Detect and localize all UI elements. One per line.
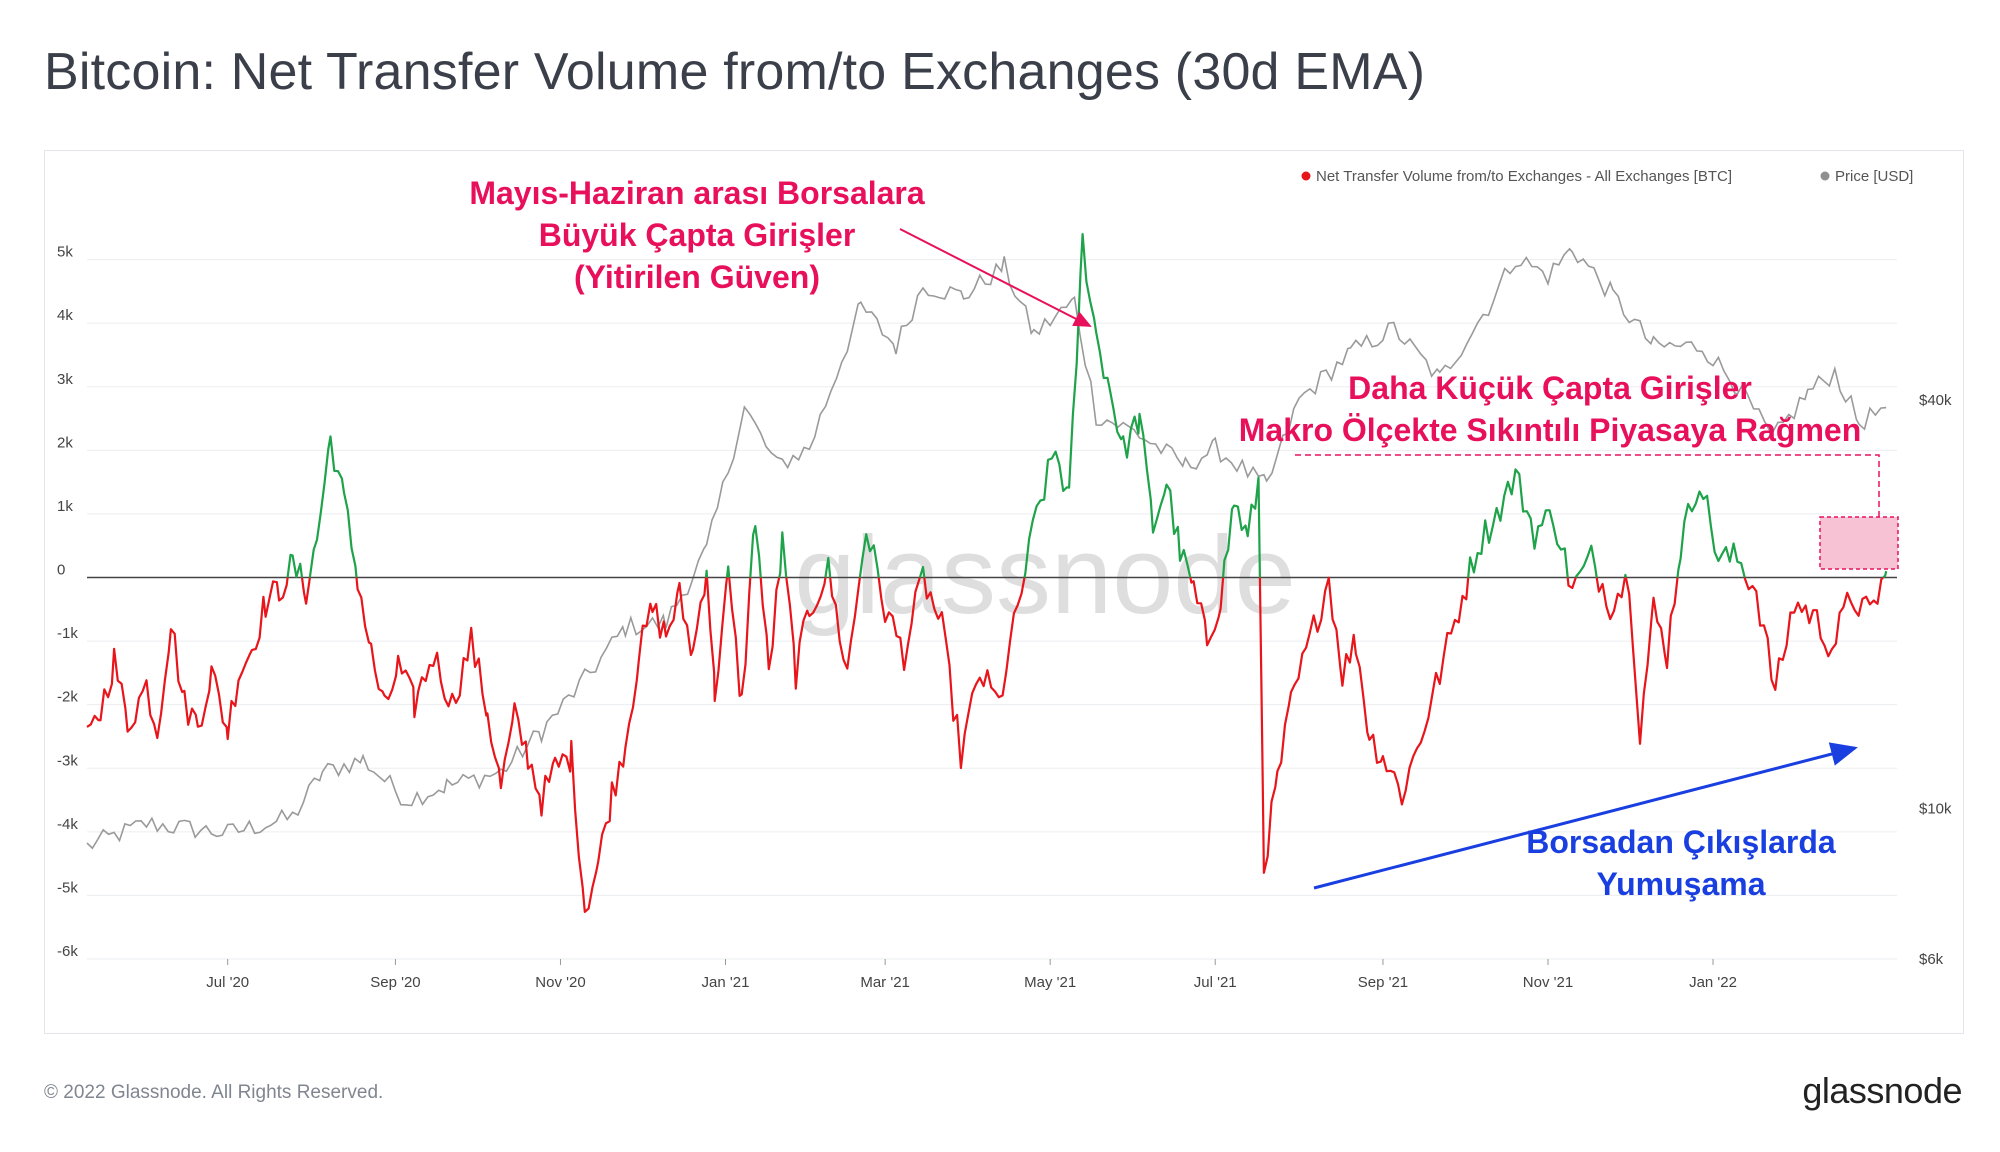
- y-left-tick-8: 2k: [57, 434, 73, 451]
- flow-segment-negative-8: [728, 577, 752, 697]
- x-tick-4: Mar '21: [860, 974, 910, 991]
- flow-segment-positive-31: [1882, 570, 1888, 579]
- annotation-outflow-easing-line-2: Yumuşama: [1597, 866, 1766, 902]
- annotation-shapes: [899, 228, 1899, 890]
- axis-layer: -6k -5k -4k -3k -2k -1k 0 1k 2k 3k 4k 5k $6k $10k $40k…: [57, 244, 1952, 991]
- flow-segment-positive-13: [824, 556, 832, 578]
- x-tick-1: Sep '20: [370, 974, 420, 991]
- y-left-tick-10: 4k: [57, 307, 73, 324]
- legend-grey-dot: [1820, 171, 1830, 181]
- annotation-may-june-line-2: Büyük Çapta Girişler: [539, 217, 856, 253]
- x-tick-6: Jul '21: [1194, 974, 1237, 991]
- x-tick-9: Jan '22: [1689, 974, 1737, 991]
- flow-segment-negative-20: [1189, 577, 1225, 647]
- flow-segment-positive-25: [1574, 544, 1598, 578]
- legend-net-transfer-label: Net Transfer Volume from/to Exchanges - …: [1316, 168, 1732, 185]
- annotation-arrow-pink: [899, 228, 1092, 327]
- flow-segment-positive-9: [749, 525, 762, 578]
- annotation-arrow-blue: [1313, 742, 1858, 890]
- price-layer: [86, 247, 1887, 850]
- flow-segment-positive-29: [1676, 490, 1746, 578]
- annotation-outflow-easing-line-1: Borsadan Çıkışlarda: [1526, 824, 1836, 860]
- flow-segment-negative-18: [923, 577, 1026, 770]
- flow-segment-negative-14: [829, 577, 861, 670]
- x-tick-7: Sep '21: [1358, 974, 1408, 991]
- flow-segment-negative-16: [877, 577, 921, 672]
- y-right-tick-1: $10k: [1919, 801, 1952, 818]
- y-right-tick-0: $6k: [1919, 951, 1944, 968]
- flow-segment-negative-12: [785, 577, 827, 690]
- copyright-text: © 2022 Glassnode. All Rights Reserved.: [44, 1082, 384, 1103]
- x-tick-2: Nov '20: [535, 974, 585, 991]
- x-tick-8: Nov '21: [1523, 974, 1573, 991]
- flow-segment-negative-2: [300, 577, 311, 605]
- flow-segment-negative-28: [1624, 577, 1679, 745]
- flow-segment-positive-11: [778, 531, 788, 578]
- legend-red-dot: [1301, 171, 1311, 181]
- y-left-tick-6: 0: [57, 562, 65, 579]
- legend: Net Transfer Volume from/to Exchanges - …: [1301, 168, 1913, 185]
- x-tick-3: Jan '21: [702, 974, 750, 991]
- flow-segment-negative-0: [86, 577, 289, 741]
- flow-segment-negative-26: [1595, 577, 1626, 621]
- y-left-tick-3: -3k: [57, 752, 78, 769]
- annotation-may-june-line-1: Mayıs-Haziran arası Borsalara: [469, 175, 925, 211]
- annotation-dashed-connector: [1295, 454, 1880, 517]
- flow-segment-positive-3: [308, 435, 358, 579]
- flow-segment-negative-24: [1566, 577, 1577, 590]
- y-left-tick-11: 5k: [57, 244, 73, 261]
- x-tick-5: May '21: [1024, 974, 1076, 991]
- flow-segment-negative-10: [759, 577, 781, 671]
- flow-segment-positive-5: [704, 569, 709, 578]
- y-right-tick-2: $40k: [1919, 392, 1952, 409]
- flow-segment-negative-6: [705, 577, 729, 703]
- chart-frame: glassnode -6k -5k -4k -3k -2k -1k 0 1k 2k 3k 4k 5k $…: [44, 150, 1964, 1034]
- page-title: Bitcoin: Net Transfer Volume from/to Exc…: [44, 43, 1426, 101]
- y-left-tick-0: -6k: [57, 943, 78, 960]
- flow-segment-positive-1: [286, 553, 304, 578]
- y-left-tick-7: 1k: [57, 498, 73, 515]
- flow-segment-negative-30: [1743, 576, 1884, 691]
- brand-logo: glassnode: [1802, 1070, 1962, 1111]
- flow-segment-positive-7: [725, 565, 731, 578]
- annotation-smaller-inflows-line-2: Makro Ölçekte Sıkıntılı Piyasaya Rağmen: [1239, 412, 1862, 448]
- flow-segment-positive-15: [858, 533, 880, 578]
- annotation-may-june-line-3: (Yitirilen Güven): [574, 259, 820, 295]
- annotation-text: Mayıs-Haziran arası Borsalara Büyük Çapt…: [469, 175, 1861, 902]
- y-left-tick-5: -1k: [57, 625, 78, 642]
- flow-segment-negative-4: [355, 577, 708, 913]
- flow-segment-positive-27: [1623, 573, 1627, 578]
- y-left-tick-1: -5k: [57, 879, 78, 896]
- y-left-tick-2: -4k: [57, 816, 78, 833]
- annotation-highlight-box: [1819, 516, 1899, 570]
- flow-segment-positive-23: [1467, 468, 1569, 578]
- flow-segment-negative-22: [1258, 576, 1470, 874]
- price-line: [86, 247, 1887, 850]
- x-tick-0: Jul '20: [206, 974, 249, 991]
- chart-svg: glassnode -6k -5k -4k -3k -2k -1k 0 1k 2k 3k 4k 5k $…: [57, 168, 1952, 991]
- flow-layer: [86, 233, 1888, 913]
- y-left-tick-4: -2k: [57, 689, 78, 706]
- watermark: glassnode: [794, 514, 1296, 637]
- annotation-smaller-inflows-line-1: Daha Küçük Çapta Girişler: [1348, 370, 1752, 406]
- legend-price-label: Price [USD]: [1835, 168, 1913, 185]
- flow-segment-positive-19: [1023, 233, 1192, 578]
- y-left-tick-9: 3k: [57, 371, 73, 388]
- flow-segment-positive-17: [918, 565, 926, 578]
- flow-segment-positive-21: [1222, 476, 1261, 578]
- grid-layer: [87, 259, 1897, 960]
